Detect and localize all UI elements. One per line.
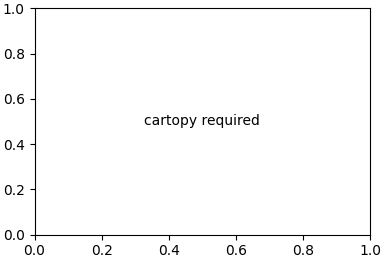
Text: cartopy required: cartopy required — [144, 114, 260, 128]
